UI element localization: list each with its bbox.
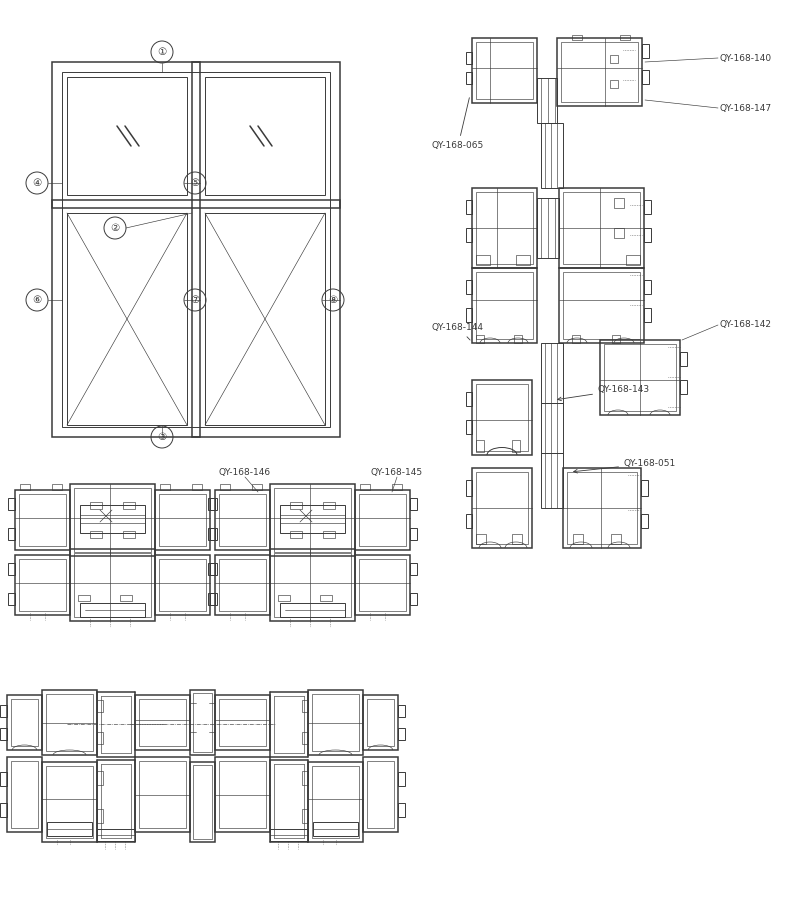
- Text: QY-168-142: QY-168-142: [720, 321, 772, 330]
- Text: ⑦: ⑦: [190, 295, 200, 305]
- Text: QY-168-143: QY-168-143: [558, 385, 650, 401]
- Text: QY-168-146: QY-168-146: [219, 467, 271, 476]
- Text: ③: ③: [158, 432, 166, 442]
- Text: QY-168-065: QY-168-065: [432, 98, 484, 150]
- Text: ①: ①: [158, 47, 166, 57]
- Text: QY-168-051: QY-168-051: [574, 459, 676, 473]
- Text: ②: ②: [110, 223, 120, 233]
- Text: ④: ④: [32, 178, 42, 188]
- Text: QY-168-145: QY-168-145: [371, 467, 423, 476]
- Text: ⑧: ⑧: [328, 295, 338, 305]
- Text: QY-168-147: QY-168-147: [720, 103, 772, 112]
- Text: QY-168-140: QY-168-140: [720, 54, 772, 63]
- Text: ⑤: ⑤: [190, 178, 200, 188]
- Text: ⑥: ⑥: [32, 295, 42, 305]
- Text: QY-168-144: QY-168-144: [432, 323, 484, 340]
